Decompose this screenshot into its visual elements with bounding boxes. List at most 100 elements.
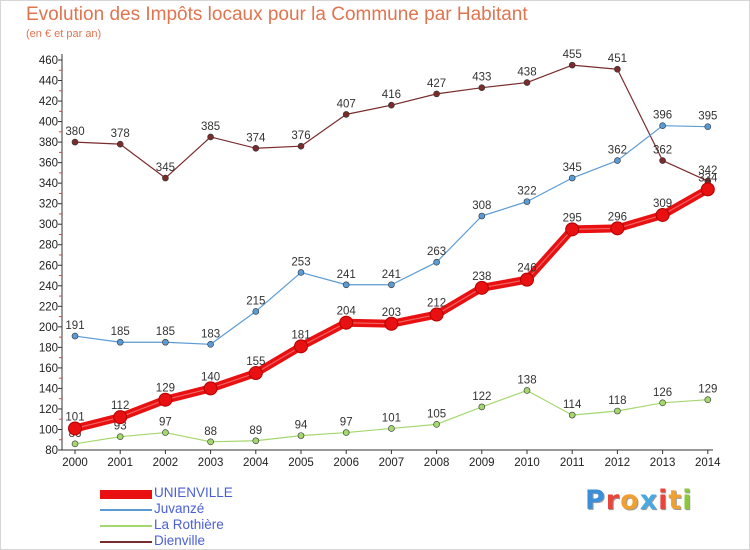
data-label: 246 xyxy=(517,263,536,275)
data-point xyxy=(162,174,169,182)
data-label: 118 xyxy=(608,395,626,407)
chart-plot-area: 380 378 345 385 374 376 407 416 427 433 438 455 451 3… xyxy=(65,49,718,448)
logo-letter: i xyxy=(658,485,669,516)
data-label: 101 xyxy=(65,411,84,423)
data-point xyxy=(614,65,621,73)
data-label: 181 xyxy=(291,329,310,341)
data-label: 407 xyxy=(337,98,356,110)
data-point xyxy=(294,339,308,354)
data-label: 126 xyxy=(653,387,672,399)
data-point xyxy=(429,307,444,322)
data-label: 342 xyxy=(698,165,717,177)
data-point xyxy=(614,407,621,415)
data-label: 378 xyxy=(111,128,130,140)
x-tick-label: 2012 xyxy=(605,457,631,469)
logo-letter: x xyxy=(639,485,659,516)
data-label: 295 xyxy=(563,212,582,224)
data-label: 94 xyxy=(295,420,308,432)
data-label: 374 xyxy=(246,132,266,144)
y-tick-label: 260 xyxy=(39,260,58,272)
logo-letter: t xyxy=(668,485,683,516)
data-point xyxy=(704,123,712,131)
x-tick-label: 2010 xyxy=(514,457,540,469)
data-point xyxy=(207,438,214,446)
data-point xyxy=(339,315,354,330)
data-label: 241 xyxy=(382,269,401,281)
x-tick-label: 2003 xyxy=(198,457,224,469)
x-tick-label: 2008 xyxy=(424,457,450,469)
y-tick-label: 380 xyxy=(39,137,58,149)
y-tick-label: 160 xyxy=(39,363,58,375)
data-label: 112 xyxy=(111,400,129,412)
y-tick-label: 440 xyxy=(39,76,58,88)
data-label: 114 xyxy=(563,399,582,411)
chart-subtitle: (en € et par an) xyxy=(26,28,102,40)
y-tick-label: 280 xyxy=(39,240,58,252)
data-point xyxy=(384,316,399,331)
data-point xyxy=(523,387,531,394)
data-point xyxy=(478,212,486,220)
y-tick-label: 340 xyxy=(39,178,58,190)
data-label: 334 xyxy=(698,172,718,184)
data-point xyxy=(297,269,305,276)
data-label: 263 xyxy=(427,246,446,258)
y-tick-label: 300 xyxy=(39,219,58,231)
legend-swatch xyxy=(100,525,152,527)
data-point xyxy=(704,396,712,404)
y-tick-label: 360 xyxy=(39,158,58,170)
chart-title: Evolution des Impôts locaux pour la Comm… xyxy=(26,4,528,25)
data-point xyxy=(388,101,395,109)
data-label: 395 xyxy=(698,111,717,123)
data-point xyxy=(474,280,489,295)
logo-letter: i xyxy=(682,485,693,516)
data-point xyxy=(297,432,305,439)
data-label: 129 xyxy=(698,384,717,396)
data-point xyxy=(568,61,576,69)
data-label: 215 xyxy=(246,295,265,307)
data-label: 438 xyxy=(517,67,536,79)
data-label: 396 xyxy=(653,110,672,122)
y-tick-label: 180 xyxy=(39,342,58,354)
data-label: 105 xyxy=(427,408,446,420)
data-label: 97 xyxy=(340,417,353,429)
data-label: 376 xyxy=(291,130,310,142)
data-label: 238 xyxy=(472,271,491,283)
logo-letter: P xyxy=(585,485,606,516)
data-label: 93 xyxy=(114,421,127,433)
data-label: 309 xyxy=(653,198,672,210)
data-point xyxy=(565,222,580,237)
x-tick-label: 2009 xyxy=(469,457,495,469)
data-label: 380 xyxy=(65,126,84,138)
x-tick-label: 2006 xyxy=(333,457,359,469)
data-point xyxy=(158,392,173,407)
logo-letter: o xyxy=(620,485,640,516)
data-point xyxy=(568,174,576,182)
data-point xyxy=(252,144,260,152)
y-tick-label: 420 xyxy=(39,96,58,108)
y-tick-label: 140 xyxy=(39,383,58,395)
chart-axes: 80 100 120 140 160 180 200 220 240 260 280 300 320 34… xyxy=(39,54,721,469)
data-label: 204 xyxy=(337,306,357,318)
data-label: 345 xyxy=(156,162,175,174)
data-label: 101 xyxy=(382,412,401,424)
data-point xyxy=(71,440,79,448)
data-point xyxy=(207,133,214,141)
data-point xyxy=(659,157,666,164)
logo-letter: r xyxy=(605,485,621,516)
legend-swatch xyxy=(100,509,152,511)
data-label: 362 xyxy=(608,145,627,157)
data-point xyxy=(203,381,218,396)
data-label: 296 xyxy=(608,211,627,223)
y-tick-label: 200 xyxy=(39,322,58,334)
legend-label: Dienville xyxy=(154,533,206,548)
data-label: 451 xyxy=(608,53,627,65)
y-tick-label: 120 xyxy=(39,404,58,416)
data-point xyxy=(113,410,128,425)
data-label: 122 xyxy=(472,391,491,403)
data-point xyxy=(252,437,260,445)
x-tick-label: 2007 xyxy=(379,457,405,469)
x-tick-label: 2013 xyxy=(650,457,676,469)
data-label: 385 xyxy=(201,121,220,133)
data-point xyxy=(614,157,621,164)
